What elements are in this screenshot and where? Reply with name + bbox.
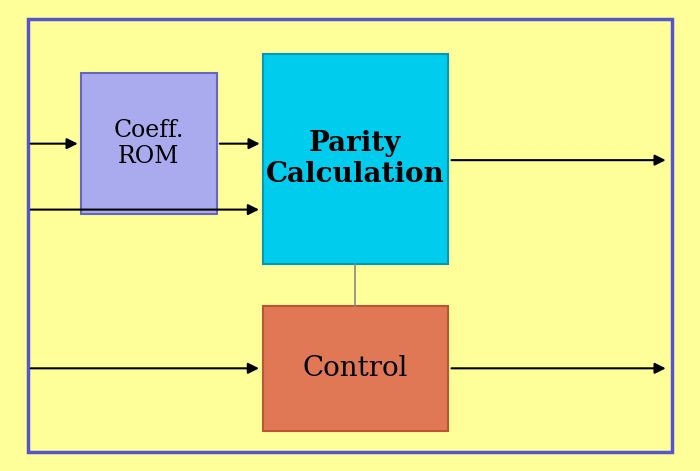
Bar [80,73,217,214]
Text: Parity
Calculation: Parity Calculation [266,130,444,188]
Text: Coeff.
ROM: Coeff. ROM [113,119,184,169]
Bar [262,306,448,431]
Text: Control: Control [302,355,408,382]
Bar [262,54,448,264]
